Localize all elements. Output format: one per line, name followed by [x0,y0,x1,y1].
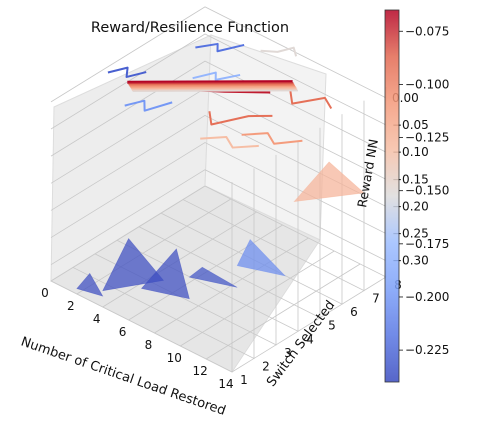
z-axis-label: Reward NN [354,138,381,209]
ridge-contour [129,84,295,87]
contour-line [200,135,259,149]
x-tick-label: 2 [67,299,75,313]
x-tick-label: 0 [41,286,49,300]
z-axis-ticks: 0.00−0.05−0.10−0.15−0.20−0.25−0.30 [392,91,429,268]
x-tick-label: 6 [119,325,127,339]
grid-line-z [50,60,387,157]
ridge-contour [127,80,293,84]
colorbar-tick-label: −0.125 [405,131,449,145]
surface-patch [102,238,165,292]
colorbar-tick-label: −0.225 [405,343,449,357]
grid-line-x [50,185,206,282]
y-tick-label: 3 [284,346,292,360]
grid-line-y [50,182,233,373]
ridge-contour [131,87,297,90]
z-tick-label: −0.20 [392,199,429,213]
surface-patch [236,239,286,277]
grid-line-z [50,33,387,130]
colorbar-tick-label: −0.075 [405,24,449,38]
surface-patch [293,161,365,202]
y-tick-label: 5 [328,319,336,333]
z-tick-label: −0.25 [392,227,429,241]
z-tick-label: −0.30 [392,254,429,268]
grid-line-x [76,198,232,295]
y-axis-label: Switch Selected [264,298,338,390]
colorbar-tick-label: −0.175 [405,237,449,251]
contour-line [241,132,303,145]
y-tick-label: 2 [262,359,270,373]
colorbar-tick-label: −0.100 [405,77,449,91]
ridge-contour [131,88,298,91]
colorbar-ticks: −0.075 −0.100 −0.125 −0.150 −0.175 −0.200 −0.2… [399,24,449,357]
y-tick-label: 4 [306,332,314,346]
x-tick-label: 8 [145,338,153,352]
z-tick-label: −0.15 [392,172,429,186]
surface-patch [188,266,238,288]
grid-line-z [50,169,387,266]
contour-line [195,42,245,53]
ridge-contour [132,89,298,92]
x-tick-label: 10 [167,351,182,365]
colorbar-tick-label: −0.150 [405,184,449,198]
contour-line [289,90,333,109]
ridge-contour [128,83,295,86]
colorbar-gradient [384,9,400,383]
surface-layer [76,161,365,300]
contour-line [124,99,173,112]
ridge-band [127,80,298,92]
contour-line [107,66,147,78]
x-axis-ticks: 0 2 4 6 8 10 12 14 [41,286,233,391]
grid-line-y [182,100,365,292]
colorbar: −0.075 −0.100 −0.125 −0.150 −0.175 −0.200 −0.2… [384,9,449,383]
contour-line [192,71,241,81]
x-tick-label: 14 [218,377,233,391]
chart-title: Reward/Resilience Function [91,20,289,36]
grid-line-z [50,6,387,103]
y-tick-label: 1 [240,373,248,387]
ridge-contour [128,82,294,85]
grid-line-x [231,276,387,373]
grid-line-x [180,250,335,347]
contour-line [260,46,298,57]
surface-patch [140,248,190,300]
grid-line-z [50,142,387,238]
contour-line [208,111,273,126]
y-tick-label: 6 [350,305,358,319]
grid-line-x [102,211,257,308]
surface-patch [76,272,104,297]
grid-line-y [72,168,255,360]
z-tick-label: −0.10 [392,145,429,159]
ridge-contour [130,85,296,89]
y-tick-label: 7 [372,292,380,306]
z-tick-label: −0.05 [392,118,429,132]
x-tick-label: 12 [193,364,208,378]
colorbar-tick-label: −0.200 [405,290,449,304]
x-tick-label: 4 [93,312,101,326]
